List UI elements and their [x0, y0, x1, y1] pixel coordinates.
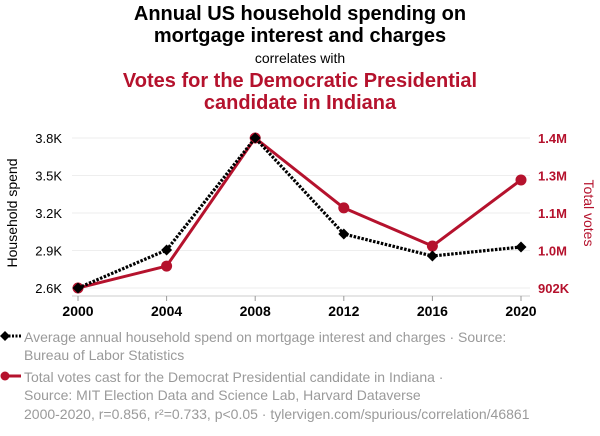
right-tick-label: 1.1M: [538, 206, 567, 221]
chart-title: Annual US household spending on mortgage…: [0, 3, 600, 47]
line-chart: 2.6K 2.9K 3.2K 3.5K 3.8K 902K 1.0M 1.1M 1.3M 1.4…: [4, 131, 597, 319]
x-tick-label: 2004: [151, 303, 182, 319]
household-spend-point: [338, 228, 350, 240]
total-votes-point: [338, 202, 350, 214]
right-tick-label: 902K: [538, 281, 570, 296]
left-tick-label: 2.6K: [35, 281, 62, 296]
series-layer: [72, 132, 527, 294]
stats-footer: 2000-2020, r=0.856, r²=0.733, p<0.05 · t…: [24, 406, 530, 422]
left-axis-label: Household spend: [4, 159, 20, 268]
total-votes-point: [426, 240, 438, 252]
line-circle-icon: [0, 371, 21, 381]
total-votes-line: [77, 136, 522, 290]
x-tick-label: 2020: [505, 303, 536, 319]
legend-text-line2: Source: MIT Election Data and Science La…: [24, 387, 421, 403]
x-tick-label: 2016: [417, 303, 448, 319]
chart-title-line1: Annual US household spending on: [133, 3, 467, 25]
household-spend-point: [426, 250, 438, 262]
left-tick-label: 3.2K: [35, 206, 62, 221]
household-spend-point: [72, 282, 84, 294]
legend-text-line1: Total votes cast for the Democrat Presid…: [24, 369, 444, 385]
household-spend-point: [515, 241, 527, 253]
legend-item-total-votes: Total votes cast for the Democrat Presid…: [0, 368, 600, 404]
chart-title-line2: mortgage interest and charges: [153, 25, 447, 47]
left-axis-ticks: 2.6K 2.9K 3.2K 3.5K 3.8K: [35, 131, 62, 296]
chart-subtitle-line1: Votes for the Democratic Presidential: [122, 70, 478, 92]
total-votes-point: [161, 260, 173, 272]
right-tick-label: 1.4M: [538, 131, 567, 146]
chart-subtitle-line2: candidate in Indiana: [203, 92, 397, 114]
household-spend-line: [77, 136, 522, 290]
household-spend-point: [161, 244, 173, 256]
right-axis-label: Total votes: [581, 180, 597, 247]
x-tick-label: 2008: [240, 303, 271, 319]
x-tick-label: 2012: [328, 303, 359, 319]
dotted-line-diamond-icon: [0, 331, 21, 341]
right-tick-label: 1.0M: [538, 244, 567, 259]
legend-item-household-spend: Average annual household spend on mortga…: [0, 328, 600, 364]
legend-text-line2: Bureau of Labor Statistics: [24, 347, 185, 363]
x-axis-ticks: 2000 2004 2008 2012 2016 2020: [62, 296, 537, 319]
household-spend-point: [249, 132, 261, 144]
right-axis-ticks: 902K 1.0M 1.1M 1.3M 1.4M: [538, 131, 570, 296]
connector-text: correlates with: [254, 50, 346, 66]
total-votes-point: [515, 174, 527, 186]
chart-subtitle: Votes for the Democratic Presidential ca…: [0, 70, 600, 114]
left-tick-label: 3.5K: [35, 169, 62, 184]
x-tick-label: 2000: [62, 303, 93, 319]
right-tick-label: 1.3M: [538, 169, 567, 184]
legend-text-line1: Average annual household spend on mortga…: [24, 329, 507, 345]
left-tick-label: 2.9K: [35, 244, 62, 259]
gridlines: [72, 137, 530, 289]
left-tick-label: 3.8K: [35, 131, 62, 146]
